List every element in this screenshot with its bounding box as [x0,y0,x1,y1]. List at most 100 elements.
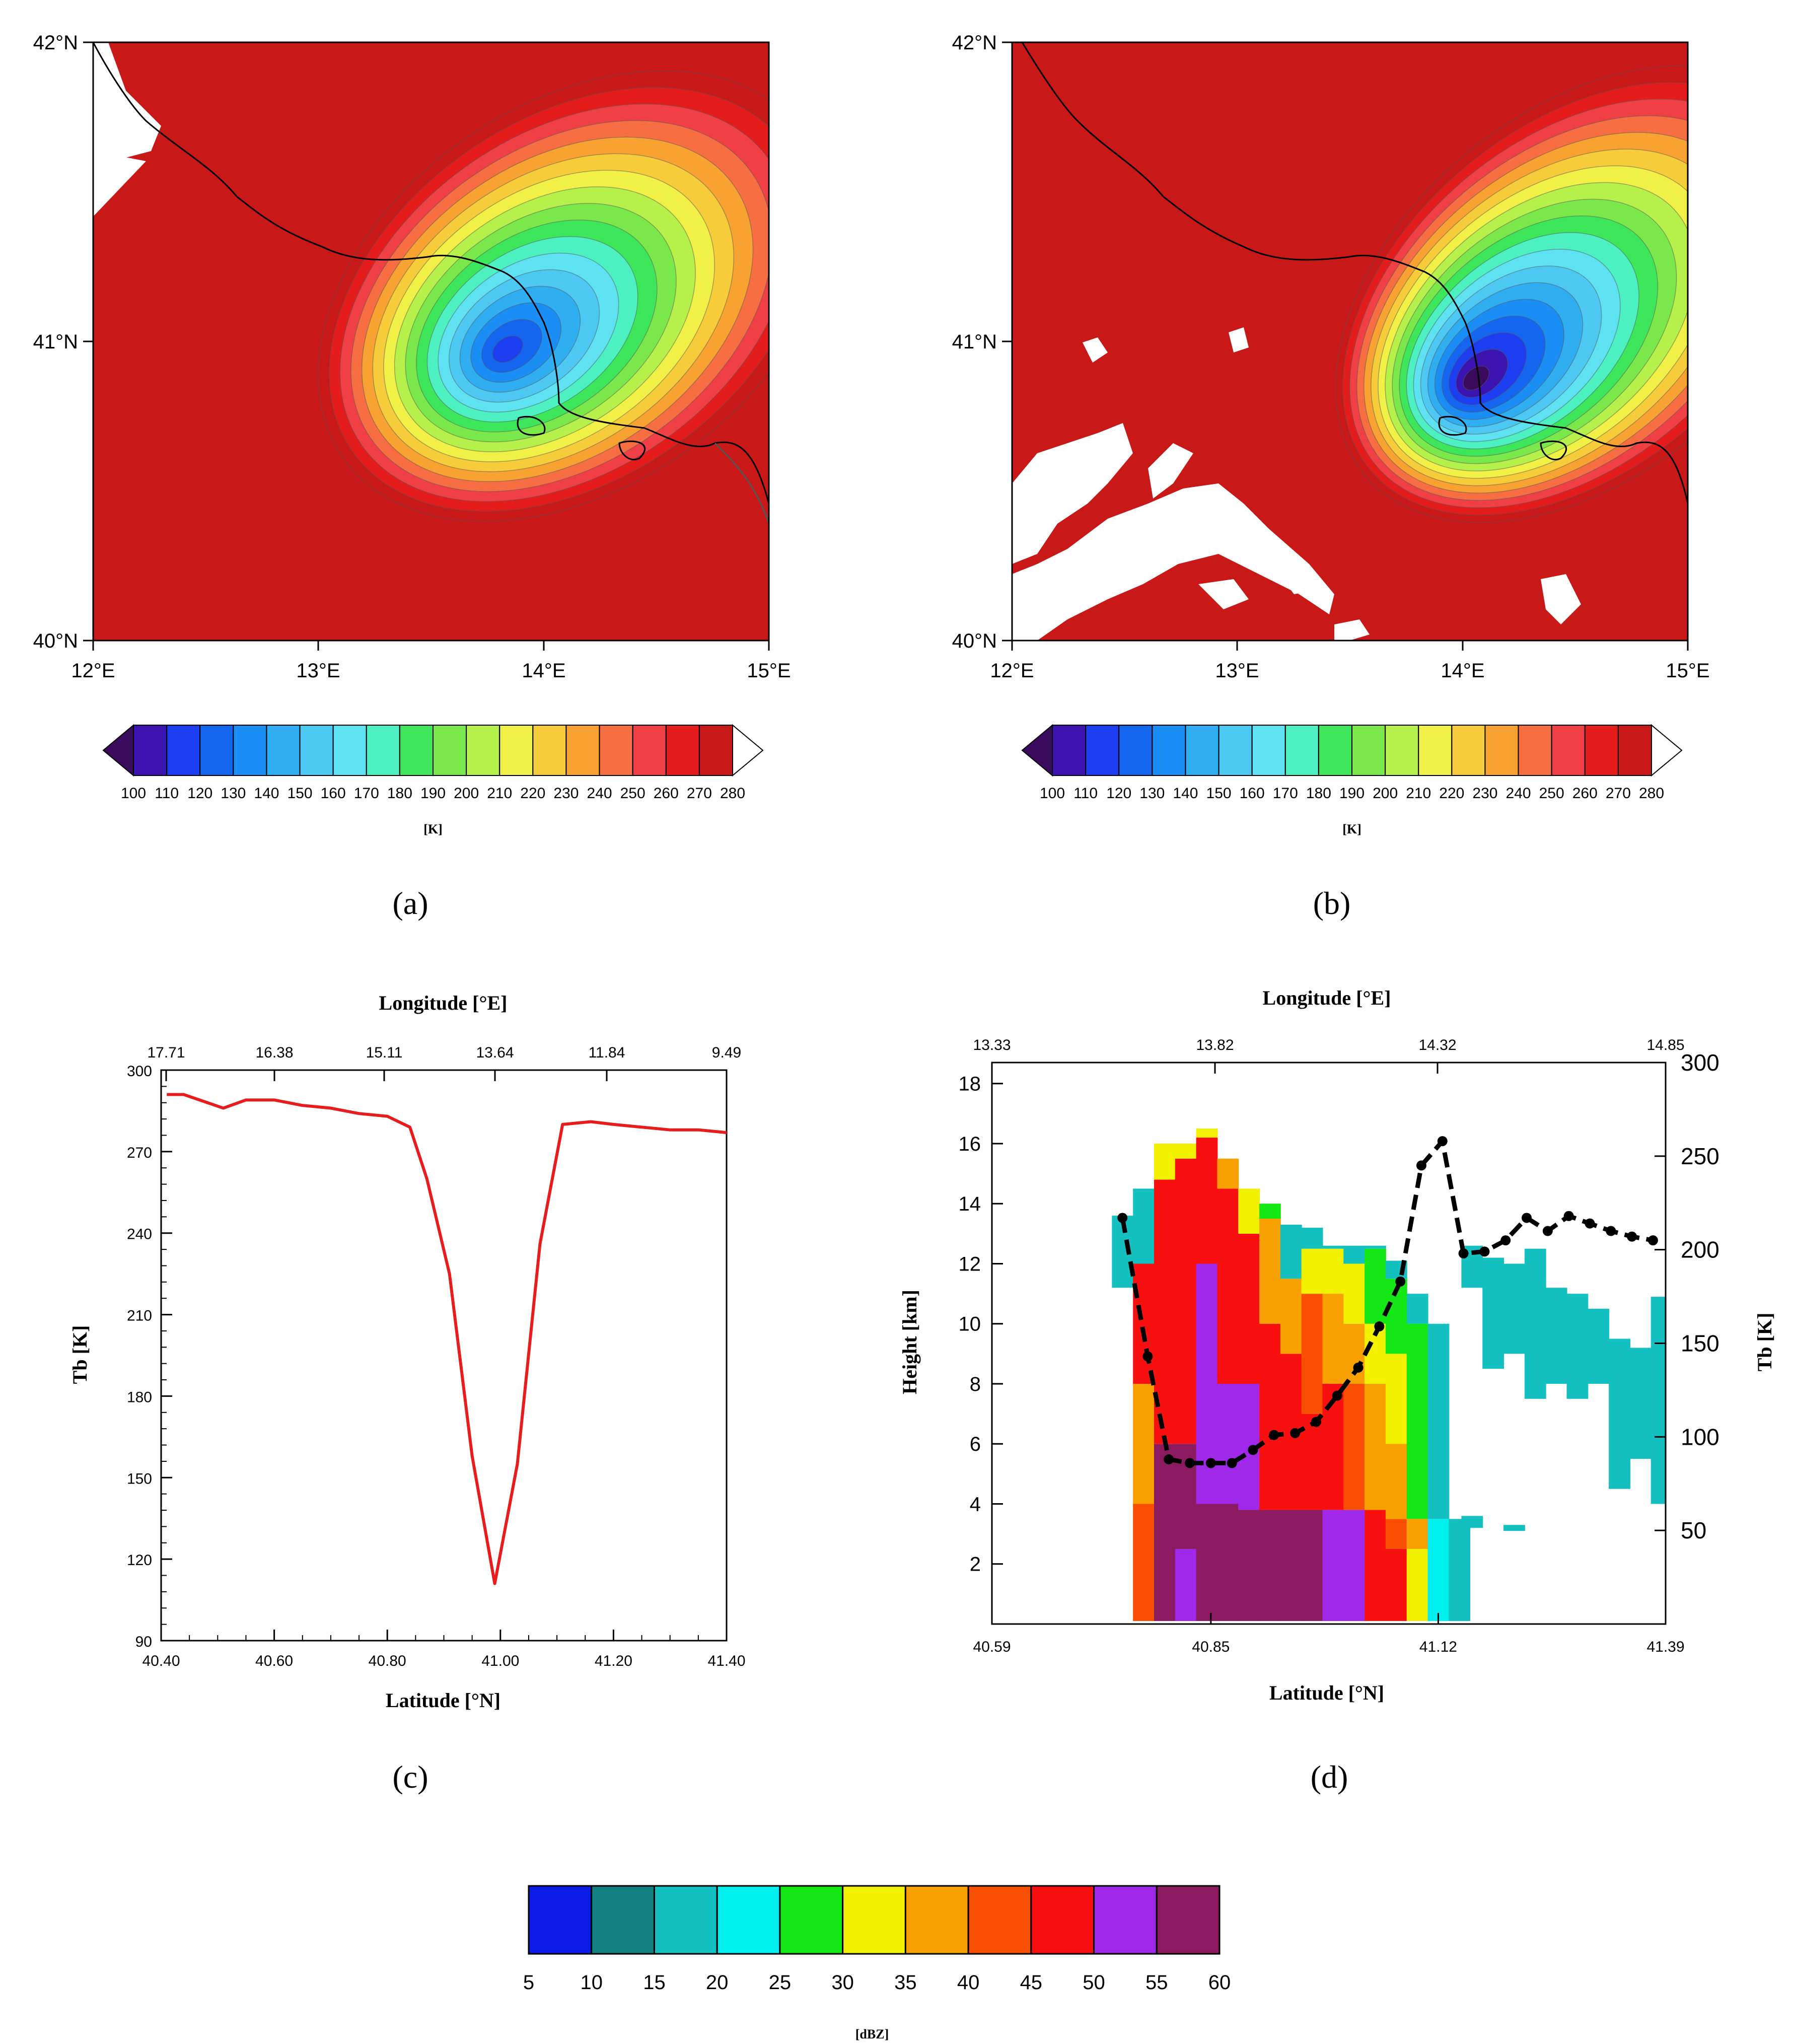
chart-d-tb-markers [1117,1136,1658,1468]
reflectivity-cell [1175,1143,1197,1159]
colorbar-swatch [366,725,400,776]
colorbar-a-unit: [K] [423,822,443,836]
colorbar-tick-label: 170 [1273,785,1298,802]
colorbar-swatch [1584,725,1619,776]
reflectivity-cell [1259,1219,1281,1324]
tb-marker [1479,1246,1490,1257]
panel-a-map: 42°N 41°N 40°N 12°E 13°E 14°E 15°E 100 11… [33,32,791,921]
reflectivity-cell [1461,1516,1483,1528]
chart-d-y2-tick-label: 300 [1681,1049,1719,1076]
reflectivity-cell [1301,1294,1323,1414]
reflectivity-cell [1427,1519,1450,1622]
tb-contours-b [1335,65,1688,523]
tb-marker [1248,1445,1258,1455]
colorbar-swatch [1318,725,1353,776]
dbz-colorbar-swatch [779,1885,844,1955]
colorbar-tick-label: 200 [454,785,479,802]
colorbar-tick-label: 190 [1339,785,1365,802]
reflectivity-cell [1301,1510,1323,1622]
colorbar-tick-label: 130 [221,785,246,802]
chart-c-y-tick-label: 90 [135,1634,152,1650]
tb-marker [1585,1218,1595,1229]
tb-marker [1500,1235,1511,1246]
reflectivity-cell [1524,1248,1546,1399]
reflectivity-cell [1322,1510,1344,1622]
colorbar-tick-label: 250 [1539,785,1564,802]
dbz-colorbar-tick-label: 35 [894,1971,917,1994]
colorbar-tick-label: 180 [387,785,412,802]
chart-d-x-tick-label: 40.59 [973,1639,1011,1655]
island-b-2 [1540,440,1567,461]
chart-c-top-axis-title: Longitude [°E] [379,992,508,1014]
chart-c-y-tick-label: 300 [127,1063,152,1080]
colorbar-swatch [599,725,633,776]
reflectivity-cell [1196,1504,1218,1622]
colorbar-swatch [1518,725,1552,776]
colorbar-tick-label: 260 [1572,785,1598,802]
dbz-colorbar-tick-label: 55 [1145,1971,1168,1994]
colorbar-swatch [1451,725,1486,776]
tb-marker [1437,1136,1448,1147]
tb-marker [1269,1430,1279,1440]
map-a-lon-tick: 13°E [296,660,340,682]
reflectivity-cell [1651,1297,1666,1504]
map-b-lon-tick: 12°E [990,660,1034,682]
tb-contours-a [318,70,769,522]
chart-c-x-tick-label: 41.40 [707,1653,745,1669]
reflectivity-cell [1406,1323,1428,1519]
chart-d-y2-tick-label: 200 [1681,1237,1719,1263]
dbz-colorbar: 5 10 15 20 25 30 35 40 45 50 55 60 [523,1885,1231,1994]
chart-c-x-tick-label: 40.80 [369,1653,406,1669]
reflectivity-cell [1322,1248,1344,1294]
reflectivity-cell [1301,1227,1323,1249]
tb-marker [1542,1226,1553,1236]
chart-c-top-tick-label: 15.11 [366,1044,403,1061]
dbz-colorbar-tick-label: 50 [1083,1971,1105,1994]
chart-c-top-tick-label: 9.49 [712,1044,741,1061]
colorbar-tick-label: 270 [1606,785,1631,802]
colorbar-tick-label: 170 [354,785,379,802]
dbz-colorbar-swatch [842,1885,906,1955]
colorbar-swatch [166,725,201,776]
reflectivity-cell [1133,1263,1155,1384]
colorbar-tick-label: 160 [1240,785,1265,802]
colorbar-triangle-high [732,724,764,777]
colorbar-swatch [133,725,168,776]
island-a-2 [618,440,646,461]
chart-c-top-tick-label: 13.64 [476,1044,514,1061]
colorbar-tick-label: 140 [254,785,279,802]
tb-marker [1563,1211,1574,1221]
reflectivity-cell [1280,1510,1302,1622]
reflectivity-cell [1343,1383,1366,1510]
colorbar-tick-label: 250 [620,785,646,802]
chart-d-y2-axis-title: Tb [K] [1753,1313,1776,1372]
reflectivity-cell [1385,1519,1407,1549]
reflectivity-cell [1175,1548,1197,1622]
chart-c-x-tick-label: 40.60 [255,1653,293,1669]
reflectivity-cell [1385,1548,1407,1622]
panel-label-b: (b) [1313,885,1351,921]
reflectivity-cell [1365,1248,1386,1324]
map-a-lon-tick: 15°E [747,660,791,682]
colorbar-tick-label: 220 [1439,785,1464,802]
chart-d-reflectivity-cells [1112,1129,1666,1622]
reflectivity-cell [1385,1354,1407,1444]
colorbar-tick-label: 130 [1139,785,1165,802]
colorbar-swatch [1251,725,1286,776]
dbz-colorbar-unit: [dBZ] [855,2027,889,2041]
tb-marker [1185,1458,1195,1468]
colorbar-swatch [299,725,334,776]
dbz-colorbar-swatch [528,1885,593,1955]
map-a-lat-tick: 40°N [33,630,78,652]
reflectivity-cell [1482,1257,1504,1369]
map-a-lat-tick: 41°N [33,331,78,353]
chart-c-x-tick-label: 41.20 [595,1653,632,1669]
border-a [714,442,769,524]
tb-marker [1290,1428,1301,1438]
chart-c-top-tick-label: 16.38 [255,1044,293,1061]
reflectivity-cell [1133,1383,1155,1504]
chart-d-y-tick-label: 2 [970,1554,981,1576]
reflectivity-cell [1449,1519,1471,1622]
chart-d-y-tick-label: 10 [959,1313,981,1335]
